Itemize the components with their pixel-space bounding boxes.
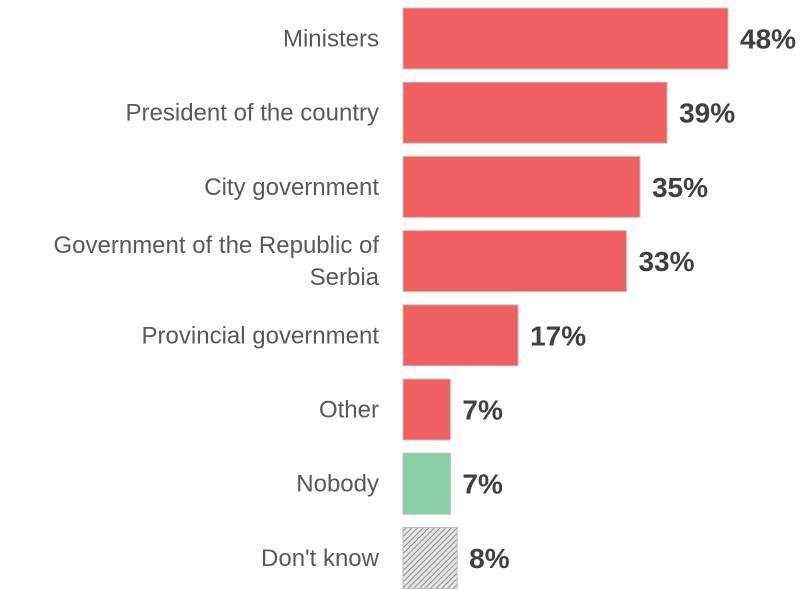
value-labels-group: 48% 39% 35% 33% 17% 7% 7% 8%	[462, 24, 796, 574]
bar-president-of-the-country	[402, 81, 668, 144]
bar-ministers	[402, 7, 729, 70]
category-label-ministers: Ministers	[283, 26, 379, 53]
bar-other	[402, 378, 451, 441]
category-label-other: Other	[319, 397, 379, 424]
bar-don-t-know	[402, 526, 458, 589]
bar-city-government	[402, 155, 641, 218]
value-label-provincial-government: 17%	[530, 320, 586, 351]
value-label-other: 7%	[462, 395, 503, 426]
category-label-president-of-the-country: President of the country	[126, 100, 379, 127]
category-labels-group: Ministers President of the country City go…	[53, 26, 379, 572]
value-label-ministers: 48%	[740, 24, 796, 55]
bar-nobody	[402, 452, 451, 515]
category-label-city-government: City government	[204, 174, 379, 201]
category-label-nobody: Nobody	[296, 471, 379, 498]
category-label-government-of-the-republic-of-serbia: Government of the Republic of Serbia	[53, 232, 379, 291]
value-label-president-of-the-country: 39%	[679, 98, 735, 129]
bar-provincial-government	[402, 304, 519, 367]
category-label-provincial-government: Provincial government	[142, 322, 380, 349]
bars-group	[402, 7, 729, 589]
category-label-don-t-know: Don't know	[261, 545, 380, 572]
bar-government-of-the-republic-of-serbia	[402, 230, 627, 293]
value-label-city-government: 35%	[652, 172, 708, 203]
value-label-government-of-the-republic-of-serbia: 33%	[638, 246, 694, 277]
value-label-nobody: 7%	[462, 469, 503, 500]
value-label-don-t-know: 8%	[469, 543, 510, 574]
